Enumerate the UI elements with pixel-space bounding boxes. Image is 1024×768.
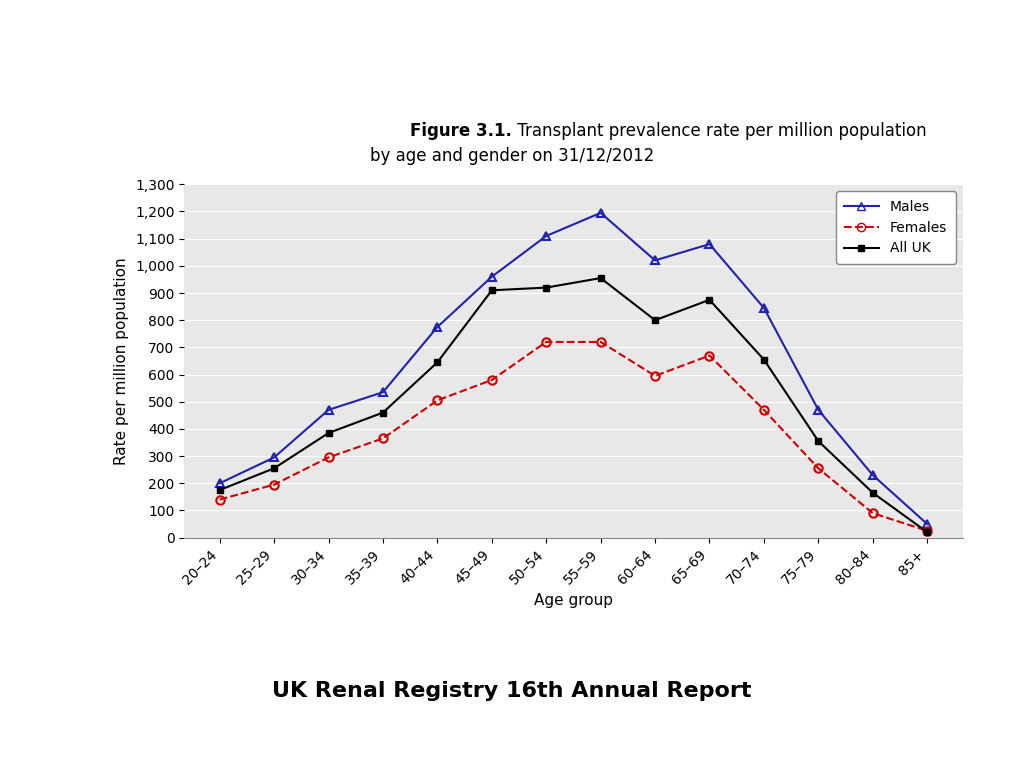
Legend: Males, Females, All UK: Males, Females, All UK — [836, 191, 955, 264]
Y-axis label: Rate per million population: Rate per million population — [115, 257, 129, 465]
Text: Transplant prevalence rate per million population: Transplant prevalence rate per million p… — [512, 122, 927, 140]
Text: UK Renal Registry 16th Annual Report: UK Renal Registry 16th Annual Report — [272, 681, 752, 701]
Text: by age and gender on 31/12/2012: by age and gender on 31/12/2012 — [370, 147, 654, 165]
X-axis label: Age group: Age group — [534, 593, 613, 607]
Text: Figure 3.1.: Figure 3.1. — [411, 122, 512, 140]
